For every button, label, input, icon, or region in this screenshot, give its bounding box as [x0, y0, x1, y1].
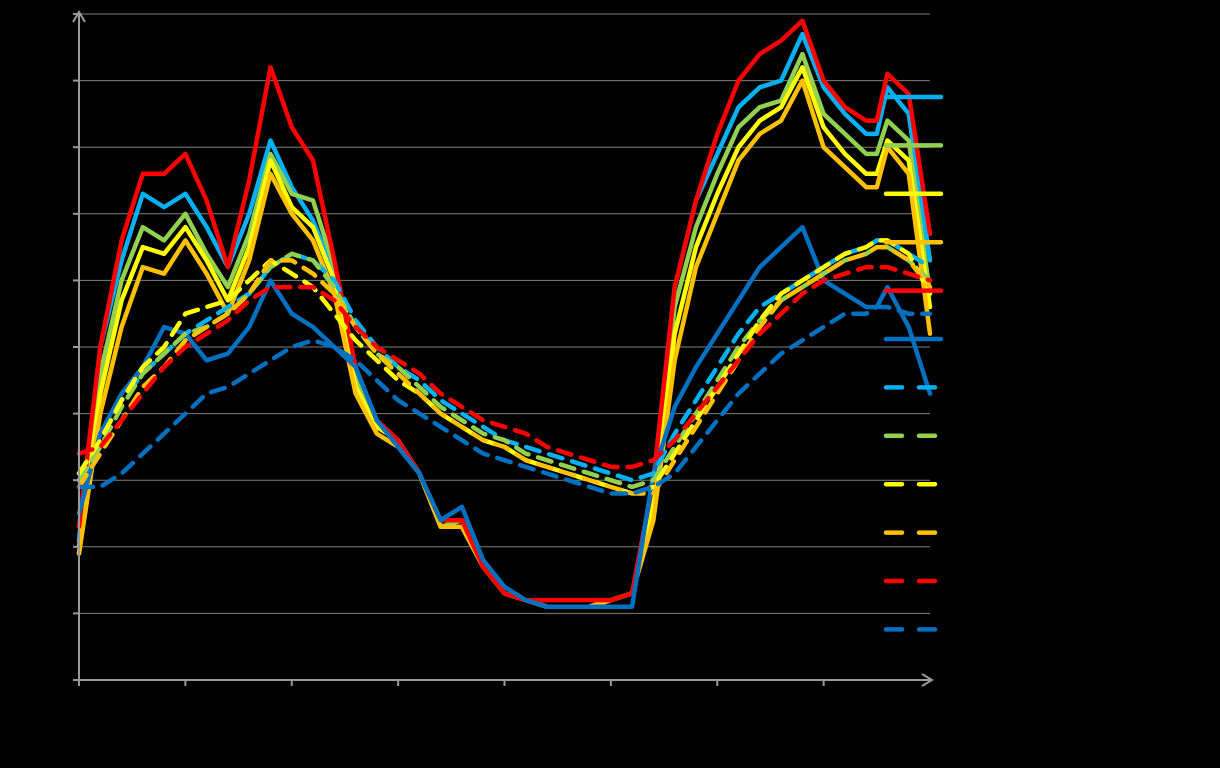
- y-axis-arrow: [72, 10, 86, 23]
- y-ticks: [73, 13, 79, 681]
- x-axis-arrow: [921, 673, 934, 687]
- series-line-4: [76, 78, 933, 609]
- series-line-10: [76, 244, 933, 496]
- series-line-11: [76, 264, 933, 470]
- series-line-3: [76, 65, 933, 609]
- x-ticks: [78, 680, 825, 686]
- grid-lines: [79, 13, 930, 614]
- series-line-6: [76, 224, 933, 609]
- legend: [883, 94, 944, 632]
- series-line-5: [76, 18, 933, 603]
- series-group: [76, 18, 933, 609]
- series-line-2: [76, 51, 933, 609]
- axes: [72, 10, 934, 687]
- series-line-12: [76, 304, 933, 496]
